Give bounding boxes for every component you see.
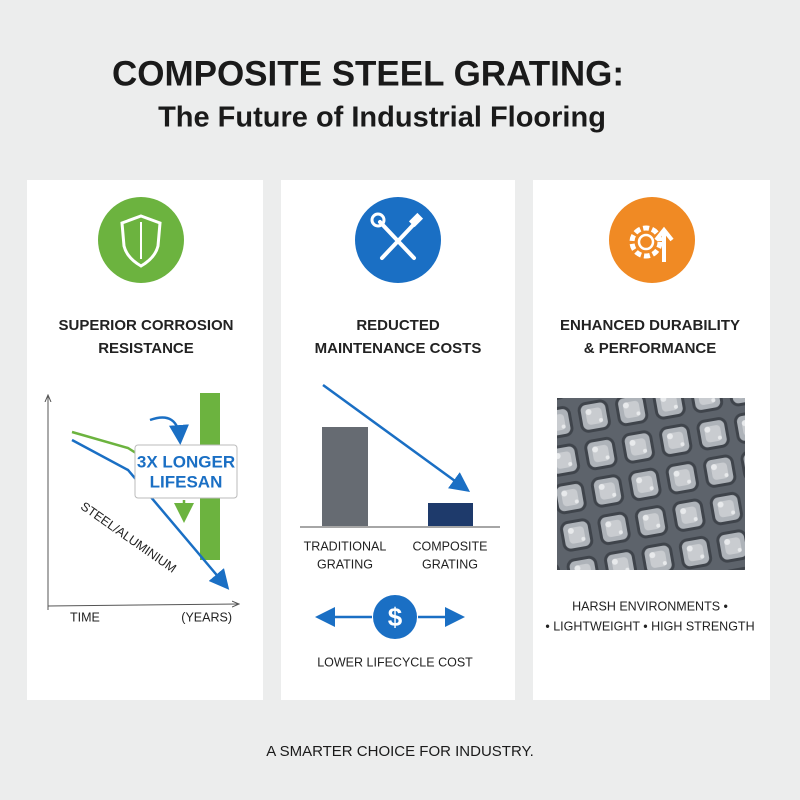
lifespan-chart [48, 393, 238, 610]
title: COMPOSITE STEEL GRATING: [112, 54, 624, 93]
card-title: REDUCTED [356, 317, 440, 334]
caption: LOWER LIFECYCLE COST [317, 655, 473, 669]
subtitle: The Future of Industrial Flooring [158, 102, 606, 134]
bar-label: TRADITIONAL [304, 539, 387, 553]
gear-icon [609, 197, 695, 283]
card-title: ENHANCED DURABILITY [560, 317, 740, 334]
bar-label: GRATING [317, 557, 373, 571]
note: HARSH ENVIRONMENTS • [572, 599, 728, 613]
cost-chart [300, 383, 500, 528]
shield-icon [98, 197, 184, 283]
card-title: & PERFORMANCE [584, 340, 717, 357]
cost-arrows [330, 595, 460, 639]
axis-label: TIME [70, 610, 100, 624]
callout: 3X LONGER [137, 452, 235, 471]
grating-image [557, 398, 745, 570]
tools-icon [355, 197, 441, 283]
bar-label: COMPOSITE [412, 539, 487, 553]
callout: LIFESAN [150, 472, 223, 491]
bar-label: GRATING [422, 557, 478, 571]
note: • LIGHTWEIGHT • HIGH STRENGTH [545, 619, 754, 633]
card-title: RESISTANCE [98, 340, 194, 357]
card-title: MAINTENANCE COSTS [315, 340, 482, 357]
card-title: SUPERIOR CORROSION [58, 317, 233, 334]
dollar-icon: $ [388, 602, 403, 632]
footer: A SMARTER CHOICE FOR INDUSTRY. [266, 743, 534, 760]
axis-label: (YEARS) [181, 610, 232, 624]
